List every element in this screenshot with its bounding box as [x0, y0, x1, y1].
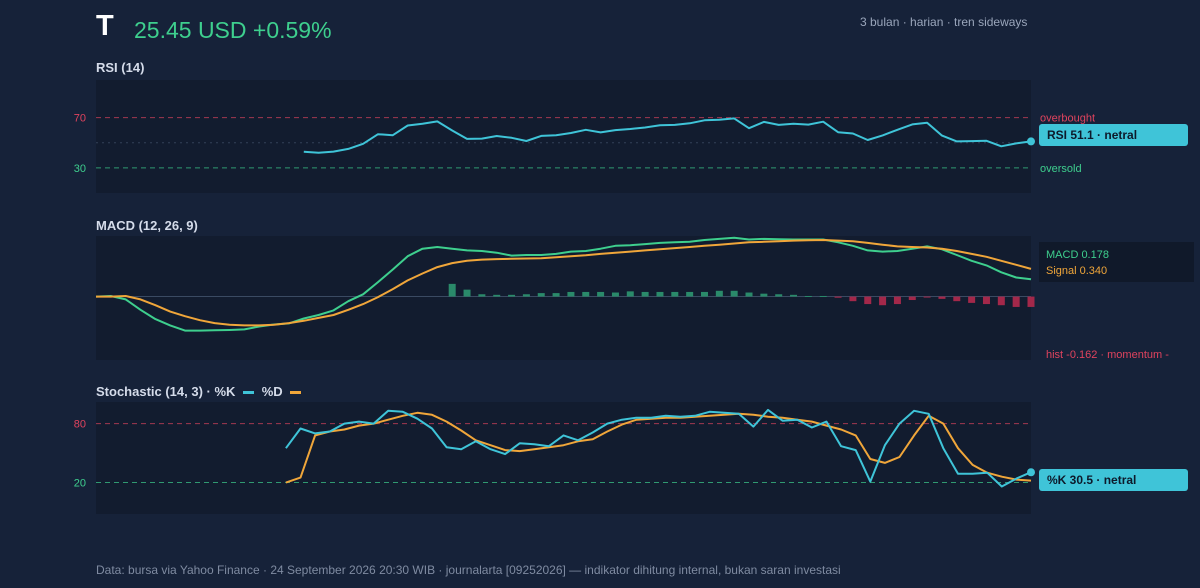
- macd-hist-bar: [641, 291, 649, 297]
- signal-legend-value: Signal 0.340: [1046, 265, 1107, 277]
- macd-hist-bar: [671, 291, 679, 297]
- stoch-badge: %K 30.5 · netral: [1039, 469, 1188, 491]
- macd-hist-bar: [834, 296, 842, 298]
- rsi-ref-label-overbought: overbought: [1040, 113, 1095, 125]
- macd-hist-bar: [804, 295, 812, 297]
- hist-legend-value: hist -0.162 · momentum -: [1046, 349, 1169, 361]
- macd-hist-bar: [775, 294, 783, 297]
- stoch-panel-title: Stochastic (14, 3) · %K %D: [96, 384, 302, 399]
- macd-hist-bar: [448, 283, 456, 297]
- rsi-ref-label-oversold: oversold: [1040, 163, 1082, 175]
- macd-hist-bar: [938, 296, 946, 299]
- stoch-d-legend-line: [290, 391, 302, 395]
- macd-hist-bar: [656, 291, 664, 297]
- macd-hist-bar: [597, 291, 605, 297]
- rsi-last-point: [1027, 137, 1035, 146]
- rsi-line: [303, 117, 1032, 154]
- macd-hist-bar: [626, 291, 634, 297]
- macd-hist-bar: [522, 294, 530, 297]
- macd-hist-bar: [893, 296, 901, 305]
- macd-line: [95, 236, 1032, 332]
- footer-source: Data: bursa via Yahoo Finance · 24 Septe…: [96, 563, 841, 577]
- stoch-badge-text: %K 30.5 · netral: [1047, 473, 1136, 487]
- macd-hist-bar: [463, 289, 471, 297]
- stoch-ytick-20: 20: [74, 478, 86, 490]
- stoch-k-line: [285, 408, 1032, 488]
- macd-hist-bar: [611, 292, 619, 297]
- ticker-symbol: T: [96, 10, 114, 42]
- stoch-title-text: Stochastic (14, 3) · %K: [96, 384, 236, 399]
- macd-hist-bar: [760, 293, 768, 297]
- macd-panel-bg: [96, 236, 1031, 360]
- macd-hist-bar: [982, 296, 990, 305]
- rsi-panel-bg: [96, 80, 1031, 193]
- macd-hist-bar: [997, 296, 1005, 306]
- rsi-badge-bg: [1039, 124, 1188, 146]
- macd-hist-bar: [879, 296, 887, 306]
- macd-hist-bar: [1012, 296, 1020, 307]
- macd-hist-bar: [567, 291, 575, 297]
- stoch-last-point: [1027, 468, 1035, 477]
- macd-legend-value: MACD 0.178: [1046, 249, 1109, 261]
- stoch-panel-bg: [96, 402, 1031, 514]
- rsi-panel-title: RSI (14): [96, 60, 145, 75]
- macd-hist-bar: [700, 291, 708, 297]
- macd-hist-bar: [582, 291, 590, 297]
- macd-hist-bar: [537, 293, 545, 297]
- macd-panel-title: MACD (12, 26, 9): [96, 218, 198, 233]
- macd-hist-bar: [849, 296, 857, 302]
- macd-hist-bar: [819, 295, 827, 297]
- macd-hist-bar: [478, 294, 486, 297]
- signal-line: [96, 239, 1032, 327]
- stoch-k-legend-line: [243, 391, 255, 395]
- macd-hist-bar: [908, 296, 916, 301]
- macd-hist-bar: [864, 296, 872, 305]
- macd-hist-bar: [686, 291, 694, 297]
- chart-subtitle: 3 bulan · harian · tren sideways: [860, 15, 1028, 29]
- rsi-badge-text: RSI 51.1 · netral: [1047, 128, 1137, 142]
- macd-hist-bar: [715, 290, 723, 297]
- macd-hist-bar: [493, 294, 501, 297]
- rsi-ytick-70: 70: [74, 113, 86, 125]
- macd-hist-bar: [790, 294, 798, 297]
- stoch-d-legend-label: %D: [261, 384, 283, 399]
- macd-hist-bar: [508, 294, 516, 297]
- macd-hist-bar: [923, 296, 931, 298]
- macd-hist-bar: [953, 296, 961, 302]
- macd-hist-bar: [968, 296, 976, 303]
- rsi-ytick-30: 30: [74, 163, 86, 175]
- macd-hist-bar: [730, 290, 738, 297]
- macd-hist-bar: [552, 293, 560, 297]
- macd-hist-bar: [1027, 296, 1035, 307]
- rsi-badge: RSI 51.1 · netral: [1039, 124, 1188, 146]
- stoch-badge-bg: [1039, 469, 1188, 491]
- macd-hist-bar: [745, 292, 753, 297]
- stoch-ytick-80: 80: [74, 419, 86, 431]
- price-change: 25.45 USD +0.59%: [134, 17, 332, 43]
- macd-legend-bg: [1039, 242, 1194, 282]
